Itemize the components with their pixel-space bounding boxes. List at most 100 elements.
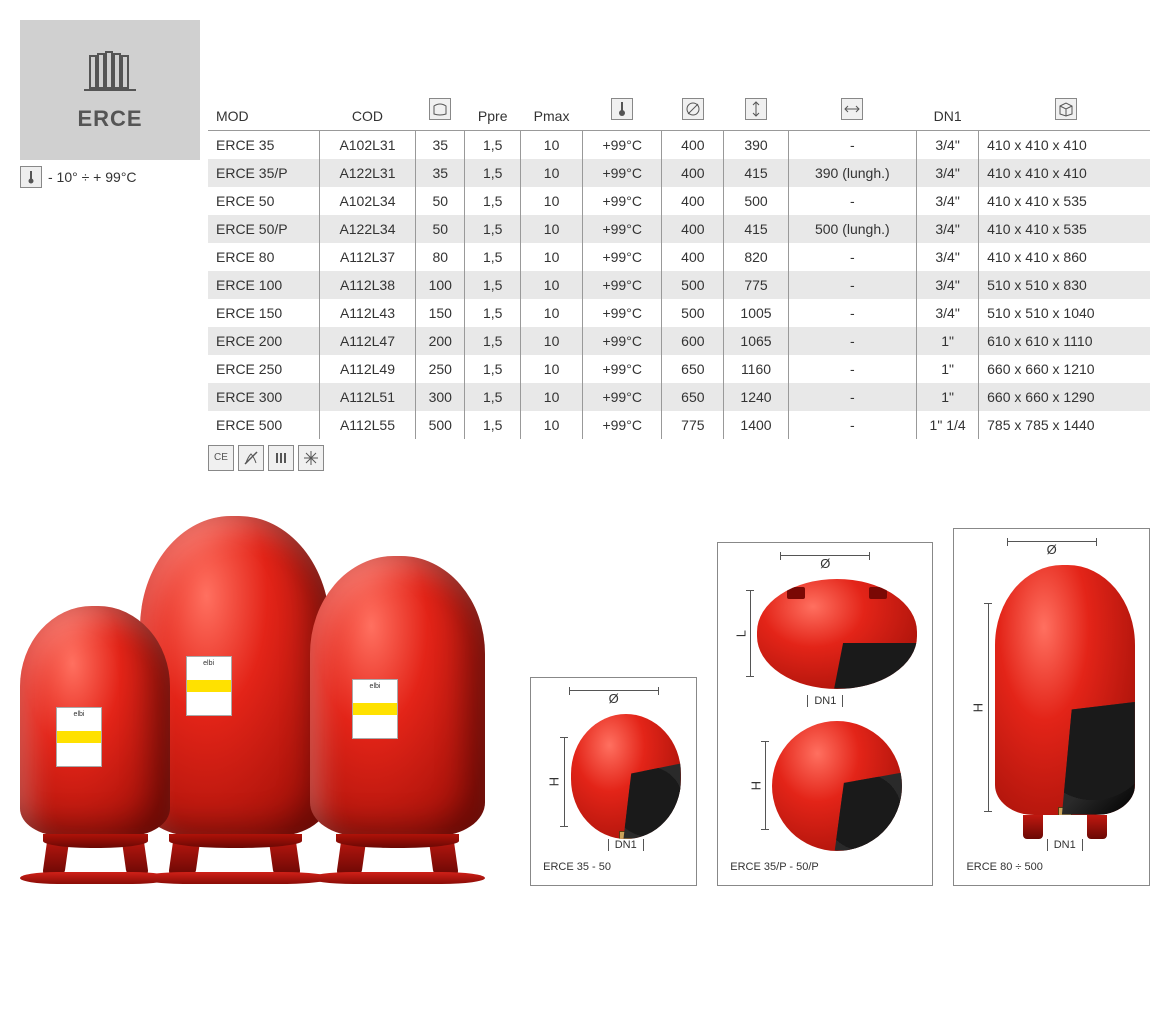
cell-ppre: 1,5 <box>465 411 521 439</box>
cell-ppre: 1,5 <box>465 299 521 327</box>
product-sticker: elbi <box>186 656 232 716</box>
product-sticker: elbi <box>56 707 102 767</box>
cell-mod: ERCE 50/P <box>208 215 319 243</box>
cell-mod: ERCE 250 <box>208 355 319 383</box>
cell-height: 1005 <box>724 299 788 327</box>
cell-dn1: 3/4" <box>917 130 979 159</box>
tank-medium: elbi <box>310 556 485 836</box>
cell-temp: +99°C <box>583 383 662 411</box>
temperature-value: - 10° ÷ + 99°C <box>48 169 137 185</box>
cell-pmax: 10 <box>521 159 583 187</box>
table-row: ERCE 35/PA122L31351,510+99°C400415390 (l… <box>208 159 1150 187</box>
table-row: ERCE 100A112L381001,510+99°C500775-3/4"5… <box>208 271 1150 299</box>
cell-box: 410 x 410 x 410 <box>979 159 1150 187</box>
cell-box: 510 x 510 x 830 <box>979 271 1150 299</box>
cell-vol: 100 <box>416 271 465 299</box>
cell-dn1: 3/4" <box>917 187 979 215</box>
length-label: L <box>733 590 751 677</box>
cell-cod: A112L43 <box>319 299 415 327</box>
cell-box: 510 x 510 x 1040 <box>979 299 1150 327</box>
diam-icon <box>682 98 704 120</box>
dn-label: DN1 <box>807 695 843 707</box>
cell-vol: 35 <box>416 130 465 159</box>
product-photo: elbi elbi elbi <box>20 486 510 886</box>
cell-mod: ERCE 300 <box>208 383 319 411</box>
cell-pmax: 10 <box>521 383 583 411</box>
table-row: ERCE 50A102L34501,510+99°C400500-3/4"410… <box>208 187 1150 215</box>
tank-small: elbi <box>20 606 170 836</box>
cell-temp: +99°C <box>583 215 662 243</box>
table-row: ERCE 150A112L431501,510+99°C5001005-3/4"… <box>208 299 1150 327</box>
cell-height: 1240 <box>724 383 788 411</box>
cell-temp: +99°C <box>583 411 662 439</box>
cell-height: 415 <box>724 159 788 187</box>
table-row: ERCE 300A112L513001,510+99°C6501240-1"66… <box>208 383 1150 411</box>
diameter-label: Ø <box>780 555 870 573</box>
cell-box: 410 x 410 x 535 <box>979 215 1150 243</box>
cell-dn1: 3/4" <box>917 299 979 327</box>
cell-diam: 400 <box>662 187 724 215</box>
cert-icon-row: CE <box>208 445 1150 471</box>
cell-cod: A112L47 <box>319 327 415 355</box>
cell-height: 775 <box>724 271 788 299</box>
cell-ppre: 1,5 <box>465 159 521 187</box>
temperature-range: - 10° ÷ + 99°C <box>20 166 200 188</box>
cell-height: 1065 <box>724 327 788 355</box>
cell-vol: 500 <box>416 411 465 439</box>
cell-length: - <box>788 271 916 299</box>
heating-icon <box>268 445 294 471</box>
cell-mod: ERCE 500 <box>208 411 319 439</box>
radiator-icon <box>80 48 140 98</box>
cell-dn1: 3/4" <box>917 271 979 299</box>
product-name: ERCE <box>77 106 142 132</box>
cell-box: 610 x 610 x 1110 <box>979 327 1150 355</box>
table-row: ERCE 200A112L472001,510+99°C6001065-1"61… <box>208 327 1150 355</box>
cell-dn1: 3/4" <box>917 243 979 271</box>
box-icon <box>1055 98 1077 120</box>
cell-vol: 200 <box>416 327 465 355</box>
cell-diam: 400 <box>662 215 724 243</box>
cell-dn1: 1" <box>917 383 979 411</box>
col-header-box <box>979 20 1150 130</box>
cell-ppre: 1,5 <box>465 355 521 383</box>
table-row: ERCE 250A112L492501,510+99°C6501160-1"66… <box>208 355 1150 383</box>
cell-pmax: 10 <box>521 187 583 215</box>
cell-length: - <box>788 299 916 327</box>
cell-temp: +99°C <box>583 327 662 355</box>
diagram-large: Ø H DN1 ERCE 80 ÷ 500 <box>953 528 1150 886</box>
cutaway-view <box>571 714 681 839</box>
diagram-caption: ERCE 80 ÷ 500 <box>966 861 1042 873</box>
cell-height: 415 <box>724 215 788 243</box>
cell-diam: 650 <box>662 355 724 383</box>
height-icon <box>745 98 767 120</box>
cell-length: - <box>788 411 916 439</box>
cell-length: - <box>788 383 916 411</box>
cell-pmax: 10 <box>521 355 583 383</box>
cell-dn1: 1" <box>917 327 979 355</box>
cell-length: - <box>788 187 916 215</box>
cell-pmax: 10 <box>521 299 583 327</box>
cell-cod: A102L34 <box>319 187 415 215</box>
col-header-length <box>788 20 916 130</box>
cell-diam: 650 <box>662 383 724 411</box>
temp-icon <box>611 98 633 120</box>
cell-box: 785 x 785 x 1440 <box>979 411 1150 439</box>
cell-diam: 400 <box>662 130 724 159</box>
cell-height: 500 <box>724 187 788 215</box>
cell-temp: +99°C <box>583 271 662 299</box>
cell-mod: ERCE 35/P <box>208 159 319 187</box>
diagram-caption: ERCE 35/P - 50/P <box>730 861 818 873</box>
cell-vol: 80 <box>416 243 465 271</box>
cell-length: 500 (lungh.) <box>788 215 916 243</box>
cell-pmax: 10 <box>521 271 583 299</box>
cell-vol: 50 <box>416 187 465 215</box>
diagram-small: Ø H DN1 ERCE 35 - 50 <box>530 677 697 886</box>
cell-diam: 775 <box>662 411 724 439</box>
cell-mod: ERCE 150 <box>208 299 319 327</box>
cell-mod: ERCE 50 <box>208 187 319 215</box>
col-header-ppre: Ppre <box>465 20 521 130</box>
cell-diam: 600 <box>662 327 724 355</box>
cell-box: 410 x 410 x 410 <box>979 130 1150 159</box>
cell-vol: 300 <box>416 383 465 411</box>
cell-pmax: 10 <box>521 327 583 355</box>
